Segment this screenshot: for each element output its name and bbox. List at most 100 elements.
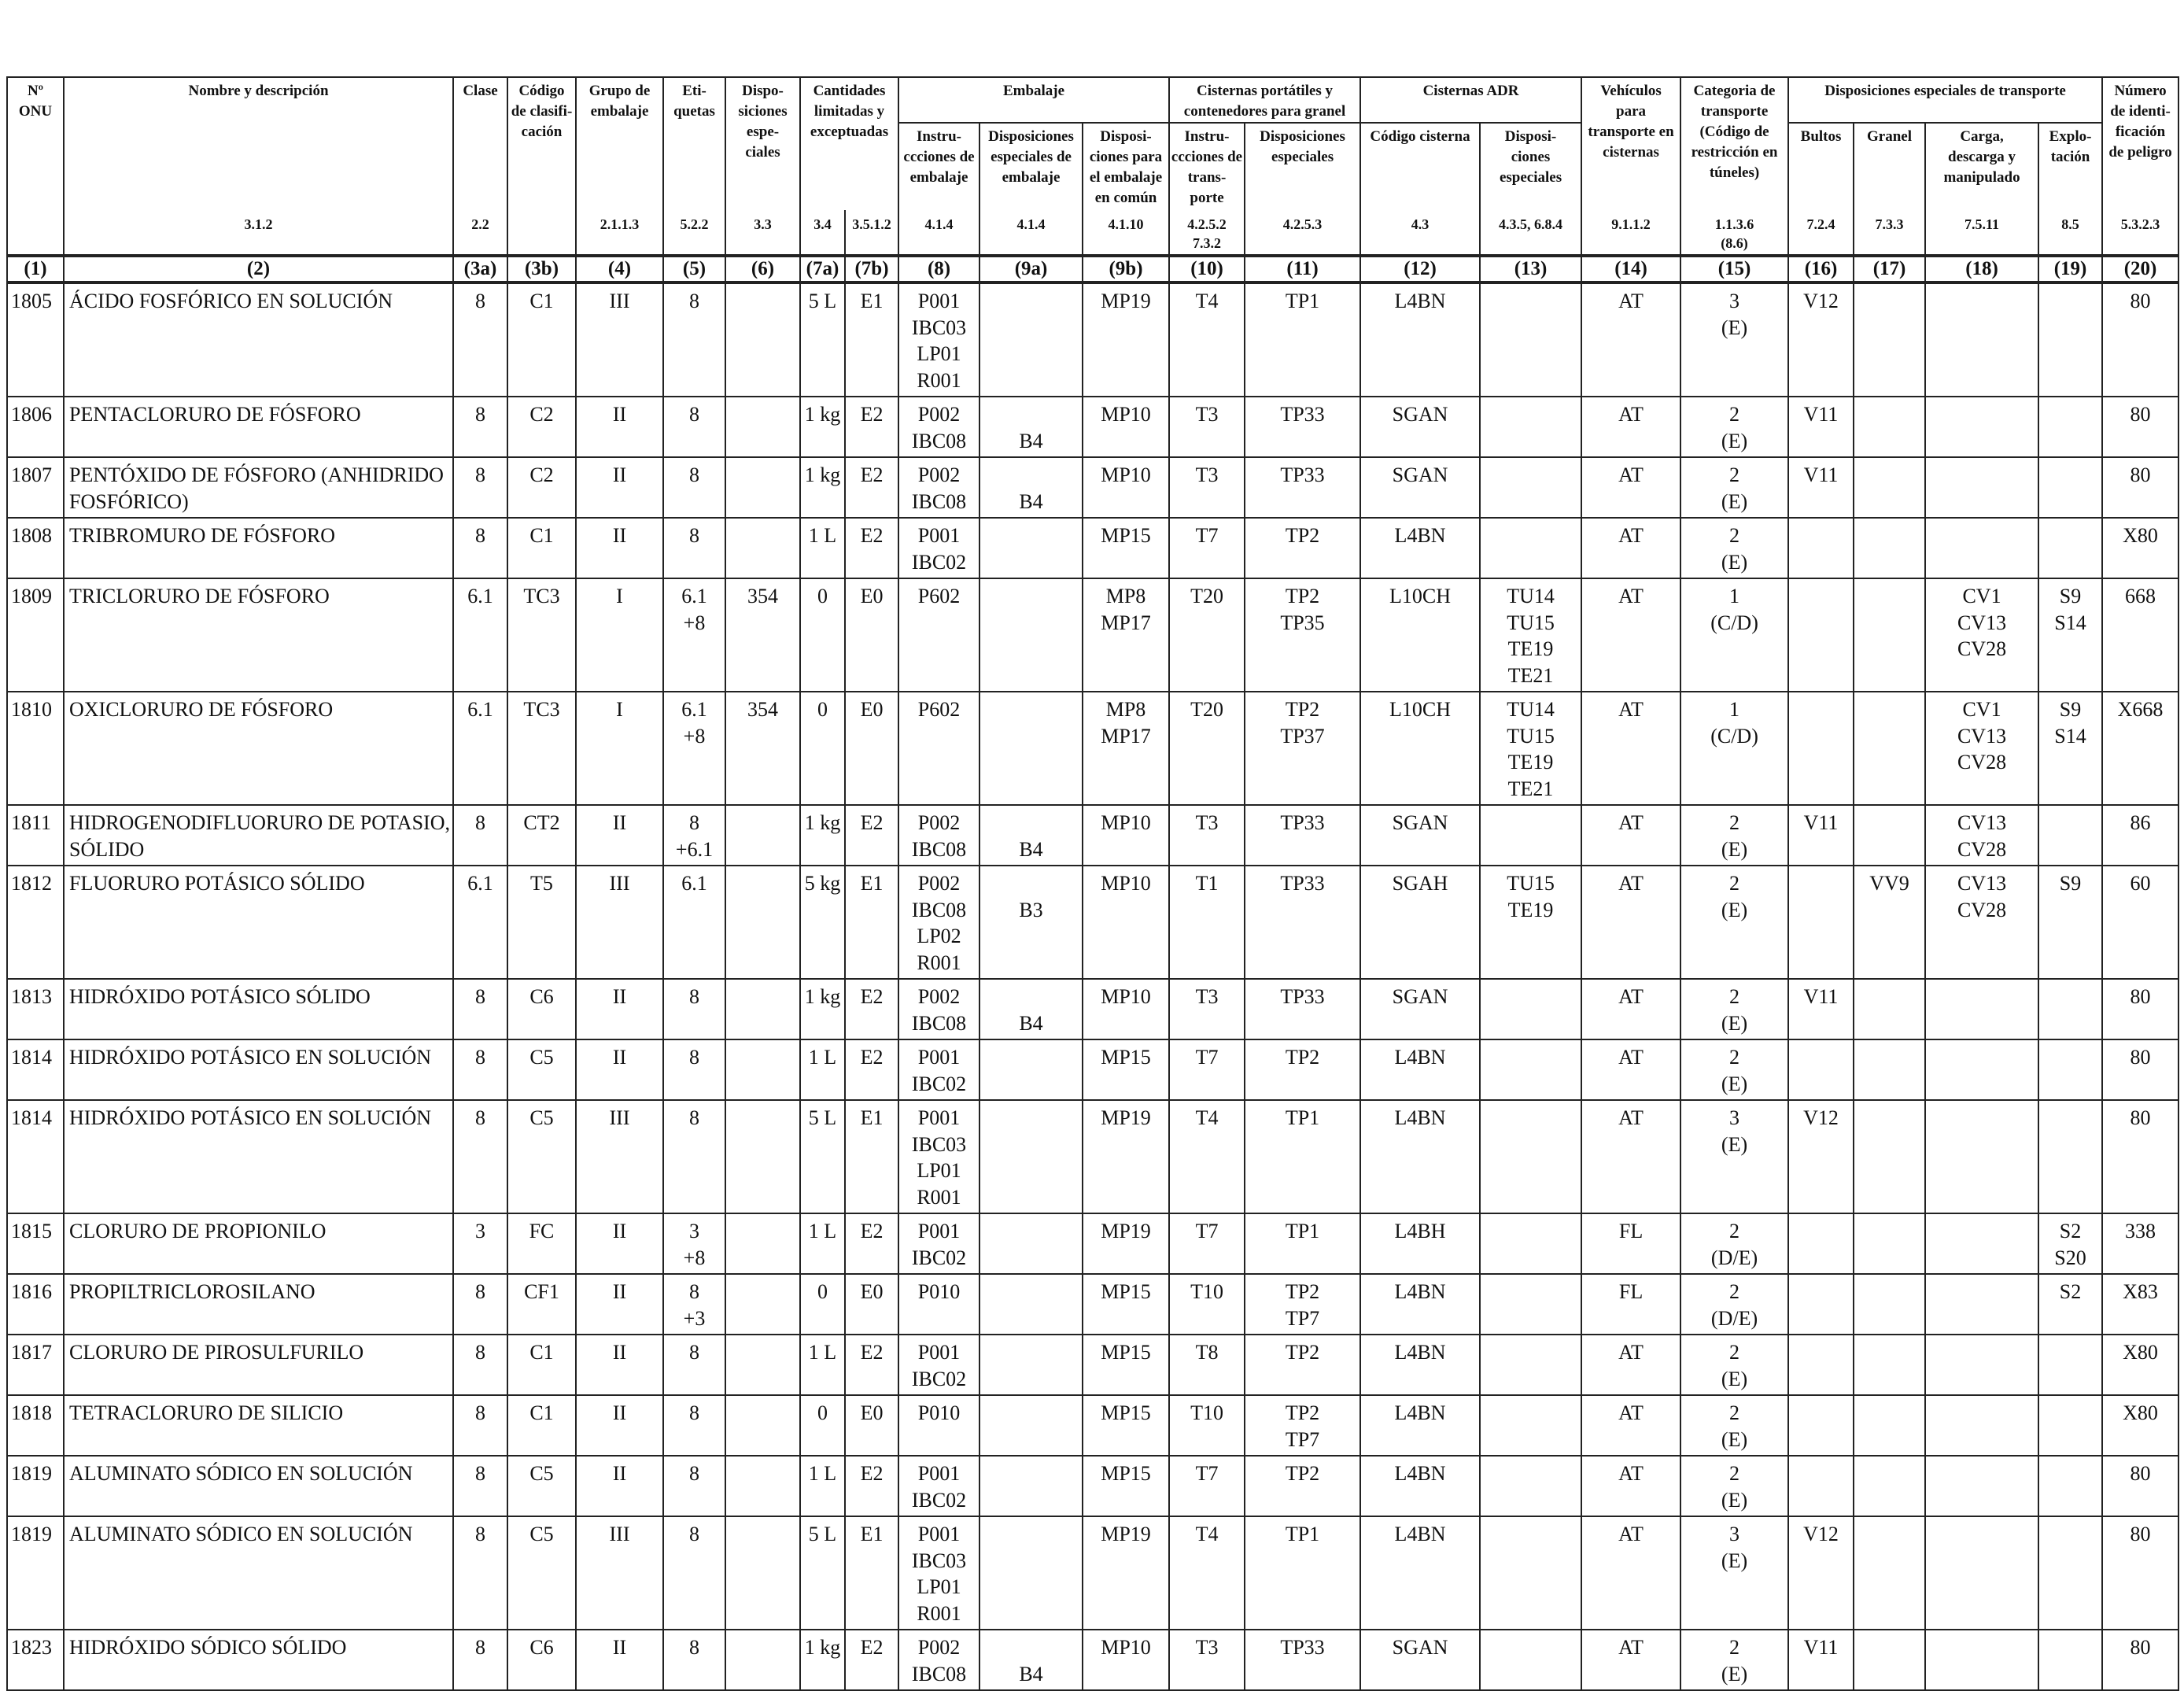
header-column-number: (18) xyxy=(1924,254,2040,284)
header-column-number: (13) xyxy=(1479,254,1583,284)
cell-packing-instructions: P001 IBC03 LP01 R001 xyxy=(898,282,981,397)
cell-bulk-provisions xyxy=(1853,1334,1927,1396)
cell-excepted-quantity: E2 xyxy=(843,804,900,866)
cell-loading-provisions xyxy=(1924,396,2040,458)
header-column-number: (11) xyxy=(1244,254,1362,284)
cell-packing-group: I xyxy=(575,691,664,806)
cell-transport-category: 2 (D/E) xyxy=(1680,1273,1790,1335)
cell-portable-instructions: T3 xyxy=(1168,396,1246,458)
cell-limited-quantity: 1 kg xyxy=(799,978,846,1040)
cell-portable-special: TP1 xyxy=(1244,1213,1362,1275)
header-hazard-id: Número de identi- ficación de peligro xyxy=(2101,76,2180,210)
cell-un-number: 1808 xyxy=(6,517,65,579)
cell-packing-group: I xyxy=(575,578,664,692)
cell-tank-special xyxy=(1479,1455,1583,1517)
cell-classification-code: C2 xyxy=(507,396,577,458)
cell-portable-instructions: T4 xyxy=(1168,282,1246,397)
cell-classification-code: TC3 xyxy=(507,691,577,806)
cell-un-number: 1810 xyxy=(6,691,65,806)
cell-portable-special: TP33 xyxy=(1244,804,1362,866)
cell-packing-special: B4 xyxy=(979,1629,1084,1691)
header-reference xyxy=(507,210,577,257)
cell-substance-name: HIDRÓXIDO POTÁSICO EN SOLUCIÓN xyxy=(63,1039,454,1101)
cell-class: 8 xyxy=(452,1394,508,1457)
cell-packing-group: II xyxy=(575,1629,664,1691)
header-column-numbers: (1) (2) (3a) (3b) (4) (5) (6) (7a) (7b) (8) (9a) (9… xyxy=(6,254,2180,284)
header-adr-tanks: Cisternas ADR xyxy=(1359,76,1583,124)
cell-hazard-id: X668 xyxy=(2101,691,2180,806)
table-body: 1805 ÁCIDO FOSFÓRICO EN SOLUCIÓN 8 C1 III 8 5 … xyxy=(6,282,2180,1691)
header-column-number: (3a) xyxy=(452,254,508,284)
table-row: 1817 CLORURO DE PIROSULFURILO 8 C1 II 8 1 L E2 P… xyxy=(6,1334,2180,1396)
cell-limited-quantity: 1 kg xyxy=(799,396,846,458)
cell-mixed-packing: MP19 xyxy=(1082,1516,1171,1630)
table-row: 1810 OXICLORURO DE FÓSFORO 6.1 TC3 I 6.1 +8 35… xyxy=(6,691,2180,806)
cell-packing-special xyxy=(979,578,1084,692)
table-row: 1819 ALUMINATO SÓDICO EN SOLUCIÓN 8 C5 II 8 1 … xyxy=(6,1455,2180,1517)
cell-mixed-packing: MP10 xyxy=(1082,865,1171,980)
table-row: 1815 CLORURO DE PROPIONILO 3 FC II 3 +8 1 L E2 P… xyxy=(6,1213,2180,1275)
cell-class: 8 xyxy=(452,804,508,866)
cell-operation-provisions xyxy=(2038,1516,2104,1630)
header-portable-special: Disposiciones especiales xyxy=(1244,122,1362,210)
header-reference: 4.1.10 xyxy=(1082,210,1171,257)
cell-portable-instructions: T20 xyxy=(1168,691,1246,806)
cell-loading-provisions xyxy=(1924,1334,2040,1396)
cell-packing-instructions: P002 IBC08 xyxy=(898,396,981,458)
cell-loading-provisions xyxy=(1924,1213,2040,1275)
cell-packing-instructions: P002 IBC08 xyxy=(898,456,981,519)
cell-classification-code: FC xyxy=(507,1213,577,1275)
header-column-number: (9b) xyxy=(1082,254,1171,284)
cell-packages-provisions xyxy=(1787,1334,1855,1396)
cell-mixed-packing: MP8 MP17 xyxy=(1082,691,1171,806)
cell-classification-code: C5 xyxy=(507,1039,577,1101)
table-row: 1811 HIDROGENODIFLUORURO DE POTASIO, SÓLI… xyxy=(6,804,2180,866)
cell-packages-provisions: V11 xyxy=(1787,456,1855,519)
cell-bulk-provisions: VV9 xyxy=(1853,865,1927,980)
header-reference: 7.2.4 xyxy=(1787,210,1855,257)
header-reference: 7.3.3 xyxy=(1853,210,1927,257)
header-column-number: (15) xyxy=(1680,254,1790,284)
cell-bulk-provisions xyxy=(1853,1629,1927,1691)
cell-un-number: 1814 xyxy=(6,1039,65,1101)
cell-tank-code: SGAN xyxy=(1359,456,1481,519)
cell-substance-name: HIDRÓXIDO POTÁSICO SÓLIDO xyxy=(63,978,454,1040)
header-packaging: Embalaje xyxy=(898,76,1171,124)
header-name: Nombre y descripción xyxy=(63,76,454,210)
cell-classification-code: TC3 xyxy=(507,578,577,692)
cell-transport-category: 2 (E) xyxy=(1680,1394,1790,1457)
cell-special-provisions xyxy=(725,1273,801,1335)
cell-loading-provisions xyxy=(1924,517,2040,579)
cell-labels: 3 +8 xyxy=(662,1213,726,1275)
header-column-number: (16) xyxy=(1787,254,1855,284)
cell-hazard-id: 338 xyxy=(2101,1213,2180,1275)
cell-un-number: 1818 xyxy=(6,1394,65,1457)
cell-tank-code: SGAN xyxy=(1359,1629,1481,1691)
cell-packages-provisions xyxy=(1787,865,1855,980)
cell-hazard-id: X80 xyxy=(2101,1334,2180,1396)
table-row: 1806 PENTACLORURO DE FÓSFORO 8 C2 II 8 1 kg E2 P… xyxy=(6,396,2180,458)
cell-mixed-packing: MP19 xyxy=(1082,1099,1171,1214)
cell-portable-special: TP2 TP7 xyxy=(1244,1394,1362,1457)
header-mixed-packing: Disposi- ciones para el embalaje en comú… xyxy=(1082,122,1171,210)
cell-portable-instructions: T7 xyxy=(1168,1455,1246,1517)
cell-labels: 8 xyxy=(662,1516,726,1630)
cell-labels: 8 xyxy=(662,282,726,397)
header-transport-category: Categoria de transporte (Código de restr… xyxy=(1680,76,1790,210)
cell-packing-special xyxy=(979,1213,1084,1275)
cell-portable-instructions: T3 xyxy=(1168,1629,1246,1691)
cell-tank-special xyxy=(1479,1516,1583,1630)
cell-mixed-packing: MP15 xyxy=(1082,1334,1171,1396)
cell-mixed-packing: MP10 xyxy=(1082,456,1171,519)
cell-limited-quantity: 1 L xyxy=(799,1213,846,1275)
cell-excepted-quantity: E0 xyxy=(843,691,900,806)
cell-tank-special xyxy=(1479,1213,1583,1275)
cell-excepted-quantity: E2 xyxy=(843,1039,900,1101)
cell-excepted-quantity: E2 xyxy=(843,978,900,1040)
cell-packing-group: II xyxy=(575,1039,664,1101)
cell-limited-quantity: 1 L xyxy=(799,1334,846,1396)
cell-excepted-quantity: E2 xyxy=(843,1629,900,1691)
cell-portable-special: TP2 xyxy=(1244,517,1362,579)
cell-special-provisions xyxy=(725,804,801,866)
cell-transport-category: 2 (E) xyxy=(1680,1334,1790,1396)
